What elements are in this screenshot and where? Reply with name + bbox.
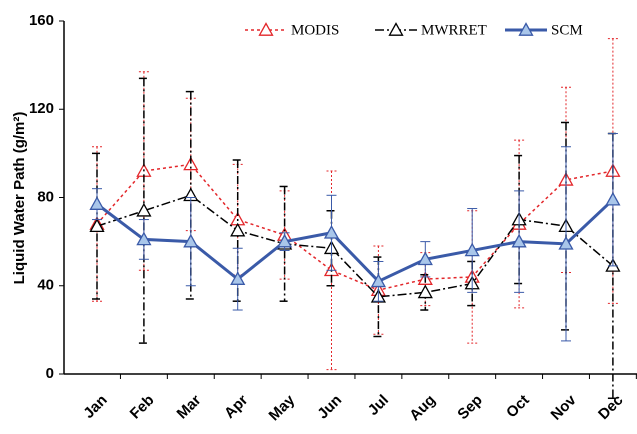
legend-label: SCM bbox=[551, 22, 583, 38]
marker bbox=[136, 202, 152, 217]
x-tick-label: Apr bbox=[221, 392, 251, 422]
y-tick-label: 40 bbox=[37, 277, 54, 294]
x-tick-label: Mar bbox=[174, 392, 205, 423]
y-axis-title: Liquid Water Path (g/m²) bbox=[11, 112, 28, 285]
error-bar bbox=[92, 152, 102, 300]
marker bbox=[605, 191, 621, 206]
marker bbox=[511, 233, 527, 248]
marker bbox=[230, 222, 246, 237]
legend-marker bbox=[388, 22, 404, 36]
marker bbox=[136, 231, 152, 246]
marker bbox=[417, 284, 433, 299]
series-line bbox=[96, 198, 614, 284]
y-tick-label: 120 bbox=[29, 100, 54, 117]
error-bar bbox=[279, 185, 290, 302]
x-tick-label: Jun bbox=[314, 392, 345, 423]
x-tick-label: Jan bbox=[80, 392, 110, 422]
x-tick-label: Feb bbox=[127, 392, 158, 423]
y-tick-label: 160 bbox=[29, 12, 54, 29]
x-tick-label: Oct bbox=[503, 392, 533, 422]
legend-label: MODIS bbox=[291, 22, 339, 38]
marker bbox=[183, 156, 199, 171]
legend-marker bbox=[518, 22, 534, 36]
series-line bbox=[96, 194, 614, 298]
marker bbox=[89, 218, 105, 233]
legend-label: MWRRET bbox=[421, 22, 487, 38]
x-tick-label: May bbox=[266, 391, 299, 424]
y-tick-label: 80 bbox=[37, 188, 54, 205]
x-tick-label: Aug bbox=[406, 392, 439, 425]
marker bbox=[370, 273, 387, 288]
x-tick-label: Sep bbox=[454, 392, 485, 423]
marker bbox=[230, 271, 246, 285]
marker bbox=[183, 233, 199, 248]
marker bbox=[323, 224, 340, 239]
legend-marker bbox=[258, 22, 274, 36]
marker bbox=[89, 196, 105, 210]
x-tick-label: Dec bbox=[595, 392, 626, 423]
marker bbox=[276, 233, 293, 248]
marker bbox=[417, 251, 433, 266]
marker bbox=[464, 242, 480, 257]
y-tick-label: 0 bbox=[46, 365, 54, 382]
series-line bbox=[96, 163, 614, 291]
marker bbox=[558, 235, 574, 250]
error-bar bbox=[514, 139, 525, 309]
x-tick-label: Nov bbox=[548, 391, 581, 424]
x-tick-label: Jul bbox=[365, 392, 392, 419]
